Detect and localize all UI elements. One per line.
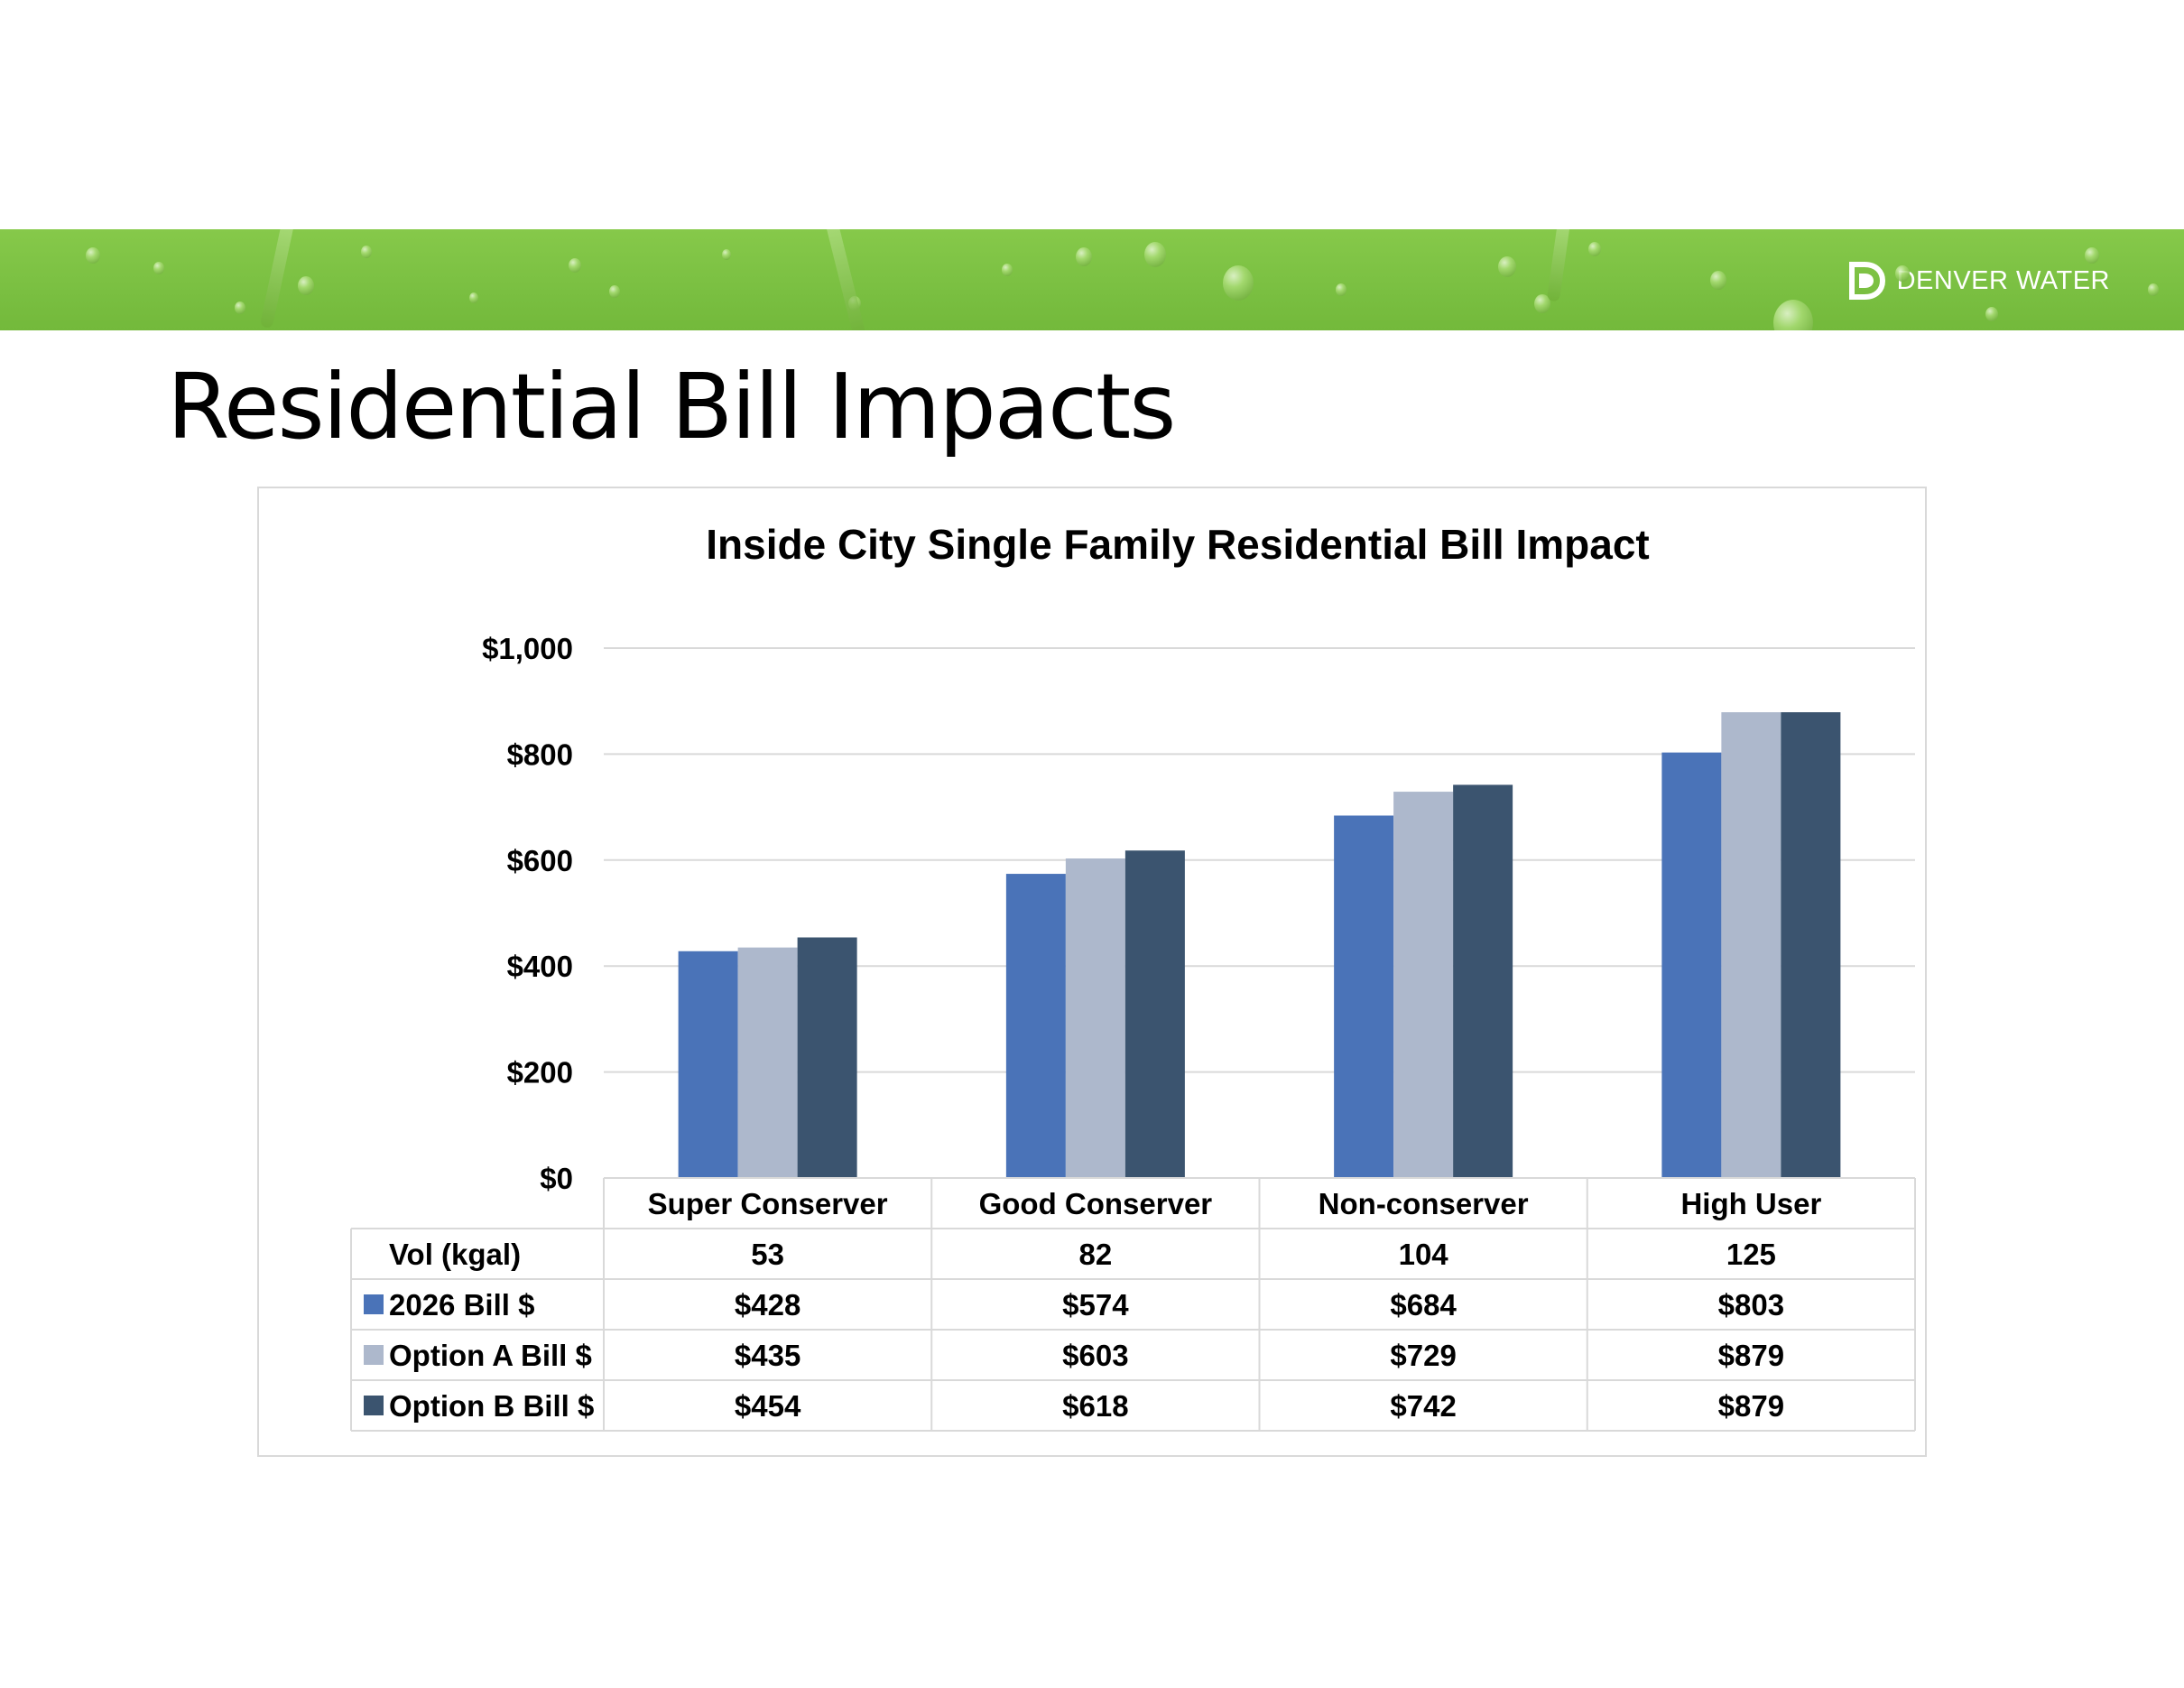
y-tick-label: $1,000	[482, 632, 573, 665]
water-drop	[1895, 265, 1910, 282]
water-drop	[1985, 307, 1998, 321]
y-tick-label: $200	[507, 1056, 573, 1090]
water-streak	[259, 229, 295, 329]
water-drop	[469, 292, 478, 303]
bar-3-3	[1453, 784, 1513, 1178]
legend-label: Option A Bill $	[389, 1339, 592, 1372]
bar-2-4	[1721, 712, 1781, 1178]
table-cell: $574	[1062, 1288, 1129, 1322]
y-tick-label: $0	[540, 1162, 573, 1195]
water-drop	[1223, 265, 1254, 301]
bar-2-1	[737, 947, 798, 1178]
chart-title: Inside City Single Family Residential Bi…	[706, 521, 1650, 568]
water-drop	[1076, 247, 1092, 266]
table-cell: 53	[751, 1238, 784, 1271]
bar-3-4	[1781, 712, 1841, 1178]
water-drop	[1710, 271, 1726, 290]
water-drop	[1498, 256, 1516, 277]
table-cell: 104	[1399, 1238, 1449, 1271]
bar-3-1	[797, 937, 857, 1178]
denver-water-d-icon	[1846, 261, 1886, 301]
table-cell: $428	[735, 1288, 800, 1322]
water-drop	[235, 301, 245, 314]
table-row-label-volume: Vol (kgal)	[389, 1238, 521, 1271]
legend-label: 2026 Bill $	[389, 1288, 534, 1322]
legend-swatch	[364, 1345, 384, 1365]
water-drop	[569, 258, 581, 273]
bars	[678, 712, 1841, 1178]
bar-3-2	[1124, 850, 1185, 1178]
x-tick-label: Good Conserver	[979, 1187, 1213, 1220]
table-cell: $618	[1062, 1389, 1128, 1423]
table-cell: $454	[735, 1389, 801, 1423]
table-cell: 82	[1079, 1238, 1113, 1271]
water-drop	[1534, 294, 1550, 313]
table-cell: 125	[1726, 1238, 1776, 1271]
table-cell: $742	[1390, 1389, 1456, 1423]
bar-1-3	[1334, 815, 1394, 1178]
y-tick-label: $400	[507, 950, 573, 983]
water-drop	[86, 247, 100, 264]
denver-water-logo: DENVER WATER	[1846, 258, 2110, 303]
water-drop	[1336, 283, 1346, 296]
header-banner: DENVER WATER	[0, 229, 2184, 330]
table-cell: $803	[1718, 1288, 1784, 1322]
bar-1-1	[678, 951, 738, 1178]
water-drop	[1144, 242, 1166, 267]
table-cell: $879	[1718, 1339, 1784, 1372]
legend-label: Option B Bill $	[389, 1389, 594, 1423]
water-drop	[722, 249, 731, 260]
water-streak	[1546, 229, 1571, 302]
water-drop	[2148, 283, 2159, 296]
bar-chart: Inside City Single Family Residential Bi…	[350, 521, 1916, 1432]
water-drop	[1588, 242, 1601, 256]
bar-2-3	[1393, 792, 1454, 1178]
y-tick-label: $800	[507, 737, 573, 771]
x-tick-label: Non-conserver	[1319, 1187, 1529, 1220]
brand-name: DENVER WATER	[1896, 265, 2110, 295]
data-table: Super Conserver Good Conserver Non-conserv…	[350, 1177, 1916, 1432]
water-streak	[825, 229, 866, 330]
water-drop	[609, 285, 620, 298]
water-drop	[298, 276, 314, 295]
table-cell: $879	[1718, 1389, 1784, 1423]
water-drop	[361, 246, 372, 258]
y-tick-label: $600	[507, 844, 573, 877]
bar-2-2	[1065, 858, 1125, 1178]
water-drop	[153, 262, 164, 274]
water-drop	[1002, 264, 1013, 276]
bar-1-2	[1005, 874, 1066, 1178]
x-tick-label: High User	[1680, 1187, 1821, 1220]
table-cell: $435	[735, 1339, 800, 1372]
table-cell: $684	[1390, 1288, 1457, 1322]
chart-frame: Inside City Single Family Residential Bi…	[257, 487, 1927, 1457]
bar-1-4	[1661, 752, 1722, 1178]
y-axis-ticks: $0 $200 $400 $600 $800 $1,000	[482, 632, 573, 1195]
water-drop	[1773, 300, 1813, 330]
water-drop	[2085, 247, 2099, 264]
page-title: Residential Bill Impacts	[167, 354, 1176, 459]
table-cell: $603	[1062, 1339, 1128, 1372]
table-cell: $729	[1390, 1339, 1456, 1372]
legend-swatch	[364, 1294, 384, 1314]
x-tick-label: Super Conserver	[648, 1187, 888, 1220]
legend-swatch	[364, 1396, 384, 1415]
